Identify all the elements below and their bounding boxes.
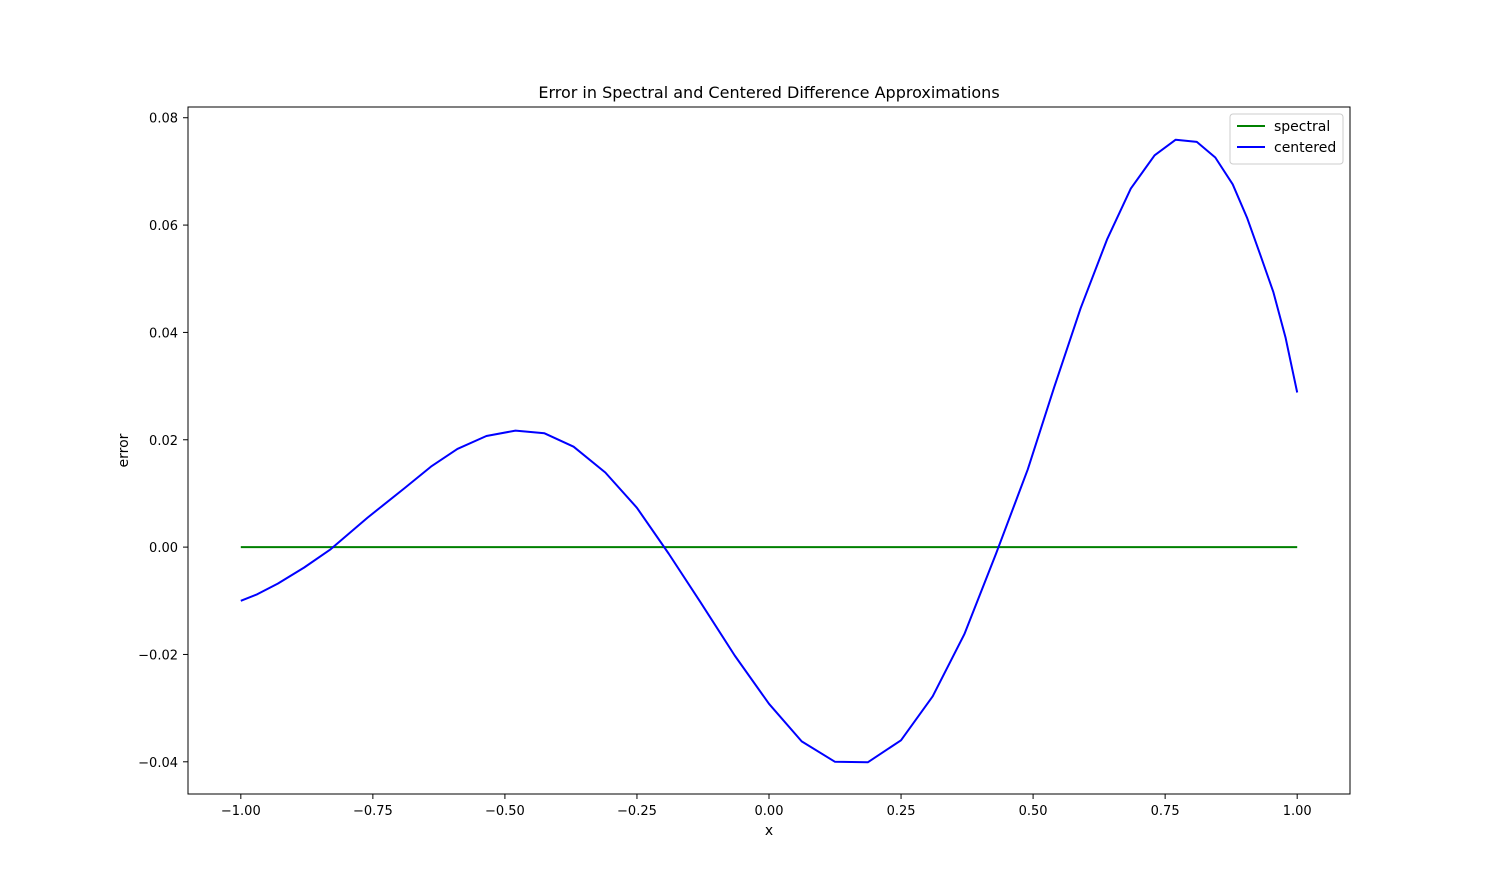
plot-area bbox=[240, 138, 1299, 764]
x-tick-label: −0.50 bbox=[485, 804, 525, 819]
series-line-centered bbox=[240, 138, 1299, 764]
y-axis-label: error bbox=[116, 433, 132, 467]
x-tick-label: 0.50 bbox=[1019, 804, 1048, 819]
x-tick-label: 0.25 bbox=[887, 804, 916, 819]
y-tick-label: −0.02 bbox=[138, 648, 178, 663]
x-tick-label: 0.75 bbox=[1151, 804, 1180, 819]
x-axis-ticks: −1.00 −0.75 −0.50 −0.25 0.00 0.25 0.50 0.75 1.00 bbox=[221, 794, 1312, 819]
chart-title: Error in Spectral and Centered Differenc… bbox=[538, 83, 999, 102]
y-axis-ticks: −0.04 −0.02 0.00 0.02 0.04 0.06 0.08 bbox=[138, 112, 188, 771]
legend: spectral centered bbox=[1229, 113, 1344, 165]
legend-label-centered: centered bbox=[1274, 140, 1336, 156]
y-tick-label: 0.02 bbox=[149, 434, 178, 449]
axes-frame bbox=[187, 106, 1351, 795]
y-tick-label: 0.04 bbox=[149, 326, 178, 341]
legend-label-spectral: spectral bbox=[1274, 119, 1330, 135]
y-tick-label: 0.00 bbox=[149, 541, 178, 556]
x-tick-label: 0.00 bbox=[755, 804, 784, 819]
y-tick-label: 0.06 bbox=[149, 219, 178, 234]
x-tick-label: 1.00 bbox=[1283, 804, 1312, 819]
y-tick-label: −0.04 bbox=[138, 756, 178, 771]
x-axis-label: x bbox=[765, 823, 773, 839]
y-tick-label: 0.08 bbox=[149, 112, 178, 127]
x-tick-label: −0.25 bbox=[617, 804, 657, 819]
x-tick-label: −1.00 bbox=[221, 804, 261, 819]
x-tick-label: −0.75 bbox=[353, 804, 393, 819]
